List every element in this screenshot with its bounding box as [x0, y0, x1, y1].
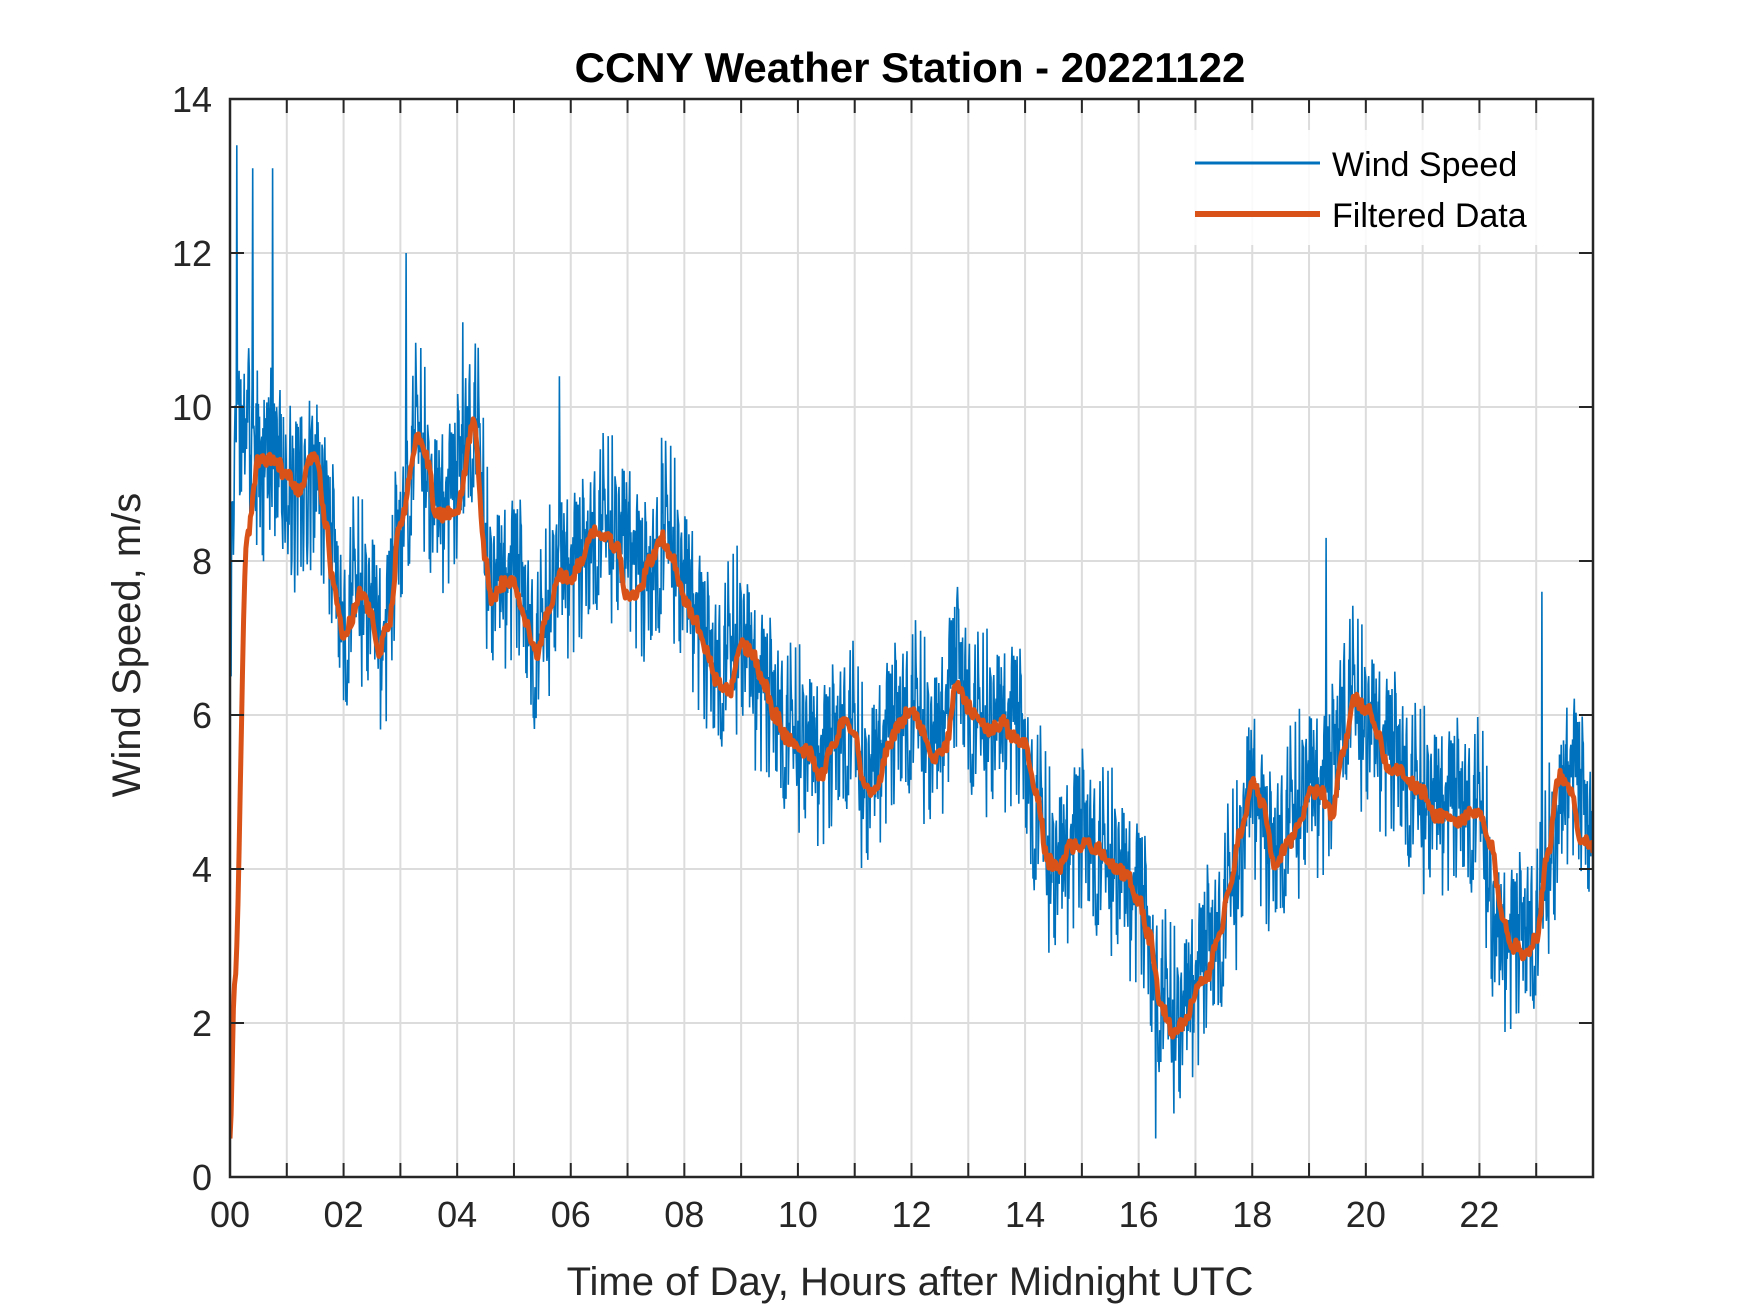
legend: Wind Speed Filtered Data — [1180, 130, 1560, 245]
y-tick-label: 10 — [172, 387, 212, 428]
x-tick-label: 06 — [551, 1194, 591, 1235]
x-tick-label: 14 — [1005, 1194, 1045, 1235]
x-tick-label: 16 — [1119, 1194, 1159, 1235]
y-tick-label: 4 — [192, 849, 212, 890]
y-tick-label: 6 — [192, 695, 212, 736]
legend-label-wind-speed: Wind Speed — [1332, 146, 1517, 184]
y-axis-label: Wind Speed, m/s — [105, 493, 149, 798]
x-tick-label: 04 — [437, 1194, 477, 1235]
y-tick-label: 2 — [192, 1003, 212, 1044]
y-tick-label: 8 — [192, 541, 212, 582]
y-tick-label: 0 — [192, 1157, 212, 1198]
x-tick-label: 18 — [1232, 1194, 1272, 1235]
x-tick-label: 02 — [324, 1194, 364, 1235]
y-tick-label: 12 — [172, 233, 212, 274]
legend-label-filtered-data: Filtered Data — [1332, 197, 1527, 235]
series-line-filtered-data — [230, 416, 1593, 1139]
chart-title: CCNY Weather Station - 20221122 — [575, 44, 1246, 91]
x-tick-label: 22 — [1459, 1194, 1499, 1235]
x-tick-label: 12 — [891, 1194, 931, 1235]
x-tick-label: 20 — [1346, 1194, 1386, 1235]
series-layer — [230, 145, 1593, 1139]
x-tick-label: 10 — [778, 1194, 818, 1235]
x-tick-label: 08 — [664, 1194, 704, 1235]
legend-box — [1180, 130, 1560, 245]
x-axis-label: Time of Day, Hours after Midnight UTC — [567, 1260, 1254, 1304]
y-tick-label: 14 — [172, 79, 212, 120]
x-tick-label: 00 — [210, 1194, 250, 1235]
